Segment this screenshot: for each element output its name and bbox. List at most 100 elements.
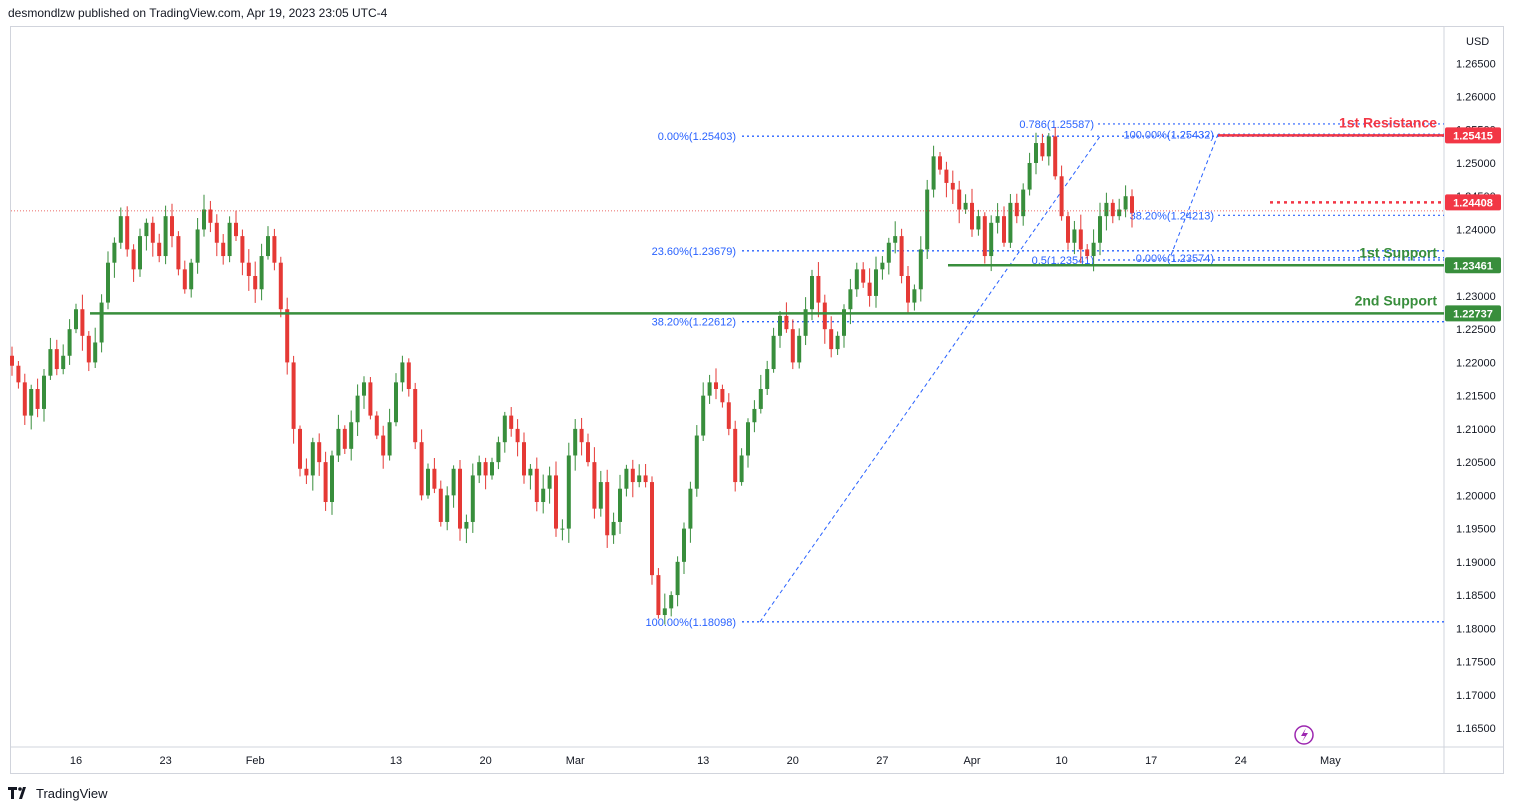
y-tick-label: 1.24000 [1456, 224, 1496, 236]
candle-body [304, 468, 309, 476]
candle-body [752, 408, 757, 423]
fib-level-label: 38.20%(1.22612) [652, 317, 736, 329]
candle-body [118, 216, 123, 243]
candle-body [106, 262, 110, 303]
y-tick-label: 1.26000 [1456, 92, 1496, 104]
candle-body [16, 365, 21, 383]
tradingview-logo-icon [8, 787, 30, 799]
candle-body [298, 428, 302, 469]
y-tick-label: 1.20500 [1456, 457, 1496, 469]
candle-body [1014, 202, 1019, 217]
candle-body [394, 382, 398, 423]
candle-body [349, 422, 354, 449]
candle-body [566, 455, 571, 529]
candle-body [611, 521, 616, 536]
candle-body [138, 236, 142, 270]
lightning-bolt [1301, 728, 1308, 742]
y-tick-label: 1.22500 [1456, 324, 1496, 336]
candle-body [221, 242, 226, 257]
price-tag-label: 1.24408 [1453, 197, 1493, 209]
candle-body [522, 442, 526, 476]
candle-body [48, 349, 53, 376]
footer-brand: TradingView [36, 785, 108, 801]
y-tick-label: 1.23000 [1456, 291, 1496, 303]
candle-body [950, 182, 955, 190]
candle-body [816, 275, 821, 303]
x-tick-label: 24 [1235, 755, 1247, 767]
candle-body [67, 329, 72, 356]
fib-level-label: 0.00%(1.23574) [1136, 253, 1214, 265]
x-tick-label: Apr [963, 755, 980, 767]
candle-body [682, 528, 686, 562]
x-tick-label: May [1320, 755, 1341, 767]
x-tick-label: 10 [1055, 755, 1067, 767]
candle-body [259, 256, 264, 290]
publisher-header: desmondlzw published on TradingView.com,… [8, 6, 388, 20]
candle-body [714, 382, 718, 390]
candle-body [310, 442, 315, 476]
candle-body [1008, 202, 1013, 243]
candle-body [1059, 176, 1064, 217]
candle-body [726, 402, 731, 429]
y-tick-label: 1.25000 [1456, 158, 1496, 170]
price-tag [1445, 127, 1501, 144]
candle-body [150, 222, 155, 243]
fib-level-label: 0.00%(1.25403) [658, 131, 736, 143]
candle-body [445, 495, 450, 522]
candle-body [42, 375, 46, 409]
x-tick-label: 13 [697, 755, 709, 767]
y-tick-label: 1.22000 [1456, 357, 1496, 369]
candle-body [266, 236, 270, 257]
candle-body [547, 475, 552, 489]
candle-body [886, 242, 891, 263]
candle-body [765, 369, 770, 390]
candle-body [125, 216, 130, 250]
candle-body [362, 382, 366, 396]
candle-body [1085, 249, 1090, 257]
x-tick-label: Feb [246, 755, 265, 767]
candle-body [195, 229, 200, 263]
candle-body [54, 349, 59, 370]
y-tick-label: 1.19500 [1456, 524, 1496, 536]
candle-body [432, 468, 437, 489]
candle-body [848, 289, 853, 310]
level-name-label: 2nd Support [1355, 292, 1438, 308]
candle-body [1123, 196, 1128, 210]
candle-body [157, 242, 162, 257]
y-tick-label: 1.26500 [1456, 58, 1496, 70]
candle-body [963, 202, 968, 210]
candle-body [630, 468, 635, 483]
candle-body [739, 455, 744, 483]
price-chart[interactable]: 0.00%(1.25403) 23.60%(1.23679) 38.20%(1.22… [0, 0, 1515, 780]
candle-body [560, 528, 565, 530]
candle-body [400, 362, 405, 383]
candle-body [413, 389, 418, 443]
candle-body [61, 355, 66, 370]
candle-body [675, 561, 680, 596]
y-tick-label: 1.18500 [1456, 590, 1496, 602]
candle-body [579, 428, 584, 443]
y-tick-label: 1.20000 [1456, 490, 1496, 502]
candle-body [163, 216, 168, 257]
candle-body [1117, 209, 1122, 217]
candle-body [80, 309, 85, 336]
x-tick-label: 16 [70, 755, 82, 767]
candle-body [650, 482, 654, 576]
candle-body [720, 389, 725, 403]
candle-body [733, 428, 738, 483]
price-tag-label: 1.22737 [1453, 308, 1493, 320]
candle-body [803, 309, 808, 336]
footer: TradingView [8, 783, 108, 803]
candle-body [784, 315, 789, 330]
candle-body [355, 395, 360, 423]
candle-body [746, 422, 750, 456]
candle-body [477, 462, 482, 476]
candle-body [624, 468, 629, 489]
price-tag-label: 1.23461 [1453, 260, 1493, 272]
candle-body [598, 482, 603, 509]
candle-body [464, 521, 469, 529]
candle-body [778, 315, 782, 336]
candle-body [982, 216, 987, 257]
candle-body [1002, 216, 1006, 243]
candle-body [1053, 136, 1058, 177]
